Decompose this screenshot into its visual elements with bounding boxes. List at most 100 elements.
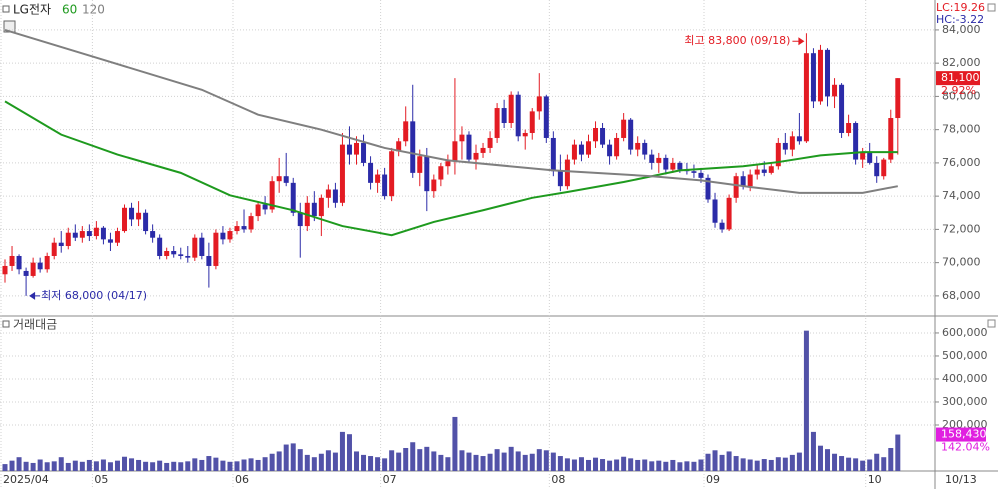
panel-icon[interactable] [987,3,996,12]
candle-body [782,142,788,150]
bar [698,459,704,471]
candle-body [529,111,535,133]
bar [452,416,458,471]
y-tick-label: 74,000 [942,189,981,202]
bar [129,458,135,471]
candle-body [522,132,528,137]
candle-body [262,204,268,210]
candle-body [846,123,852,133]
candle-body [122,207,128,232]
candle-body [677,162,683,170]
candle-body [297,212,303,227]
bar [143,461,149,471]
candle-body [515,94,521,137]
bar [487,453,493,471]
bar [417,449,423,471]
bar [79,461,85,471]
bar [192,458,198,471]
panel-icon[interactable] [987,319,996,328]
x-tick-label: 10/13 [945,473,977,486]
bar [480,456,486,471]
candle-body [810,53,816,102]
candle-body [100,227,106,240]
candle-body [178,254,184,256]
bar [796,452,802,471]
last-price-label: 81,100 [941,71,980,84]
candle-body [234,226,240,232]
bar [325,450,331,471]
bar [178,462,184,471]
bar [677,462,683,471]
bar [621,456,627,471]
y-tick-label: 400,000 [942,372,988,385]
candle-body [269,181,275,210]
candle-body [93,227,99,237]
bar [740,458,746,471]
x-tick-label: 2025/04 [3,473,49,486]
candle-body [129,207,135,220]
bar [593,457,599,471]
bar [761,459,767,471]
bar [122,456,128,471]
candle-body [114,231,120,243]
panel-icon[interactable] [2,5,10,13]
bar [157,460,163,471]
bar [44,462,50,471]
candle-body [23,270,29,276]
indicator: HC:-3.22 [936,13,984,26]
bar [389,450,395,471]
candle-body [431,179,437,192]
candle-body [164,251,170,256]
candle-body [564,159,570,187]
bar [65,462,71,471]
bar [304,454,310,471]
bar [642,459,648,471]
candle-body [255,204,261,217]
candle-body [403,121,409,142]
y-tick-label: 68,000 [942,289,981,302]
bar [705,453,711,471]
bar [339,431,345,471]
bar [888,447,894,471]
bar [107,462,113,471]
candle-body [227,231,233,240]
bar [86,459,92,471]
candle-body [726,197,732,230]
candle-body [825,49,831,97]
x-tick-label: 05 [94,473,108,486]
candle-body [241,226,247,230]
bar [670,459,676,471]
candle-body [30,262,36,276]
candle-body [803,53,809,142]
candle-body [747,174,753,187]
annotation: 최저 68,000 (04/17) [41,289,147,302]
candle-body [2,265,8,275]
bar [220,460,226,471]
bar [684,461,690,471]
bar [895,434,901,471]
indicator: LC:19.26 [936,1,985,14]
candle-body [881,159,887,177]
bar [754,460,760,471]
bar [881,457,887,471]
bar [297,449,303,471]
y-tick-label: 84,000 [942,23,981,36]
bar [262,457,268,471]
bar [860,460,866,471]
candle-body [593,127,599,142]
panel-icon[interactable] [2,320,10,328]
bar [832,453,838,471]
bar [51,461,57,471]
candle-body [438,166,444,180]
bar [747,459,753,471]
candle-body [220,232,226,240]
y-tick-label: 600,000 [942,326,988,339]
candle-body [37,262,43,270]
bar [522,454,528,471]
candle-body [705,177,711,200]
bar [550,452,556,471]
bar [438,454,444,471]
candle-body [318,197,324,217]
bar [874,453,880,471]
candle-body [768,166,774,173]
